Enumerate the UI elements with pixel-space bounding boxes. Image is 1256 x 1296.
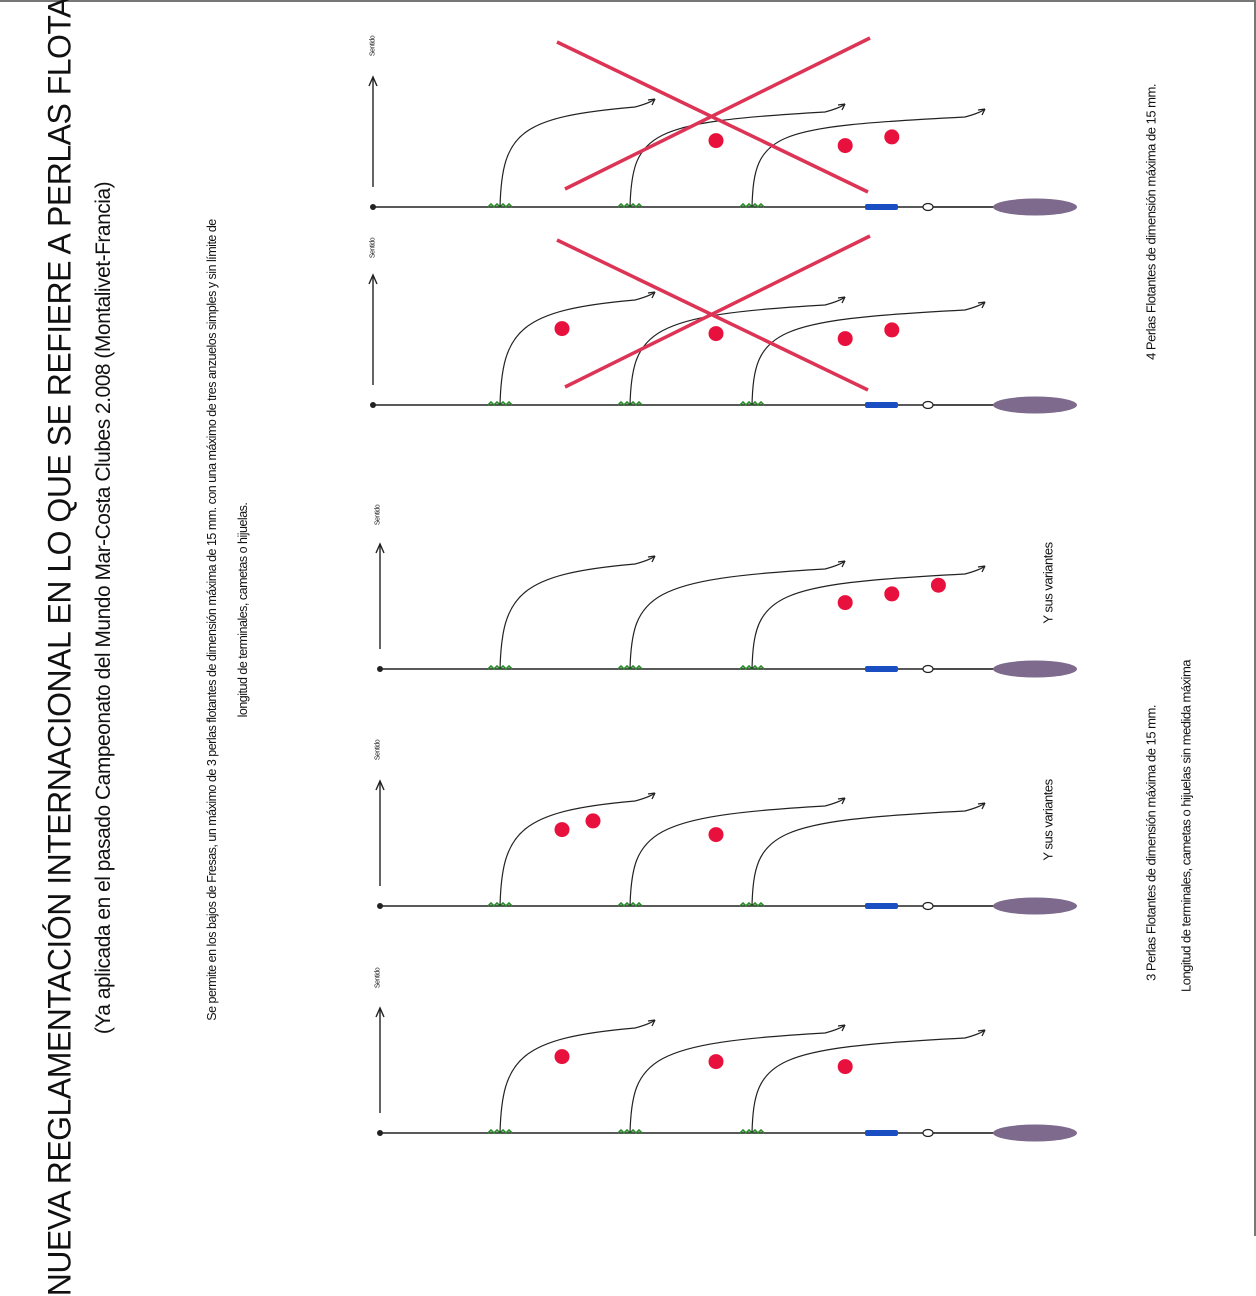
snood [499, 291, 656, 406]
note-three-pearls-line-2: Longitud de terminales, cametas o hijuel… [1178, 659, 1194, 993]
clip-ring [922, 901, 934, 911]
clip-ring [922, 664, 934, 674]
page-frame [0, 0, 1256, 1236]
snood [499, 792, 656, 907]
note-four-pearls: 4 Perlas Flotantes de dimensión máxima d… [1143, 84, 1159, 360]
hook [837, 560, 846, 568]
floating-pearl [930, 577, 946, 593]
hook [837, 797, 846, 805]
direction-label-rig-5: Sentido [374, 967, 382, 989]
floating-pearl [554, 1049, 570, 1065]
snood [629, 296, 846, 406]
hook [647, 555, 656, 563]
hook [837, 296, 846, 304]
clip-ring [922, 400, 934, 410]
prohibited-cross-line-b [564, 36, 871, 191]
line-end-knot [370, 204, 376, 210]
direction-arrow-head [375, 1006, 385, 1018]
sinker [993, 198, 1077, 216]
floating-pearl [884, 586, 900, 602]
floating-pearl [708, 133, 724, 149]
clip-ring [922, 1128, 934, 1138]
hook [977, 301, 986, 309]
snood [751, 301, 986, 406]
hook [647, 1019, 656, 1027]
hook [977, 108, 986, 116]
floating-pearl [837, 138, 853, 154]
hook [647, 792, 656, 800]
floating-pearl [837, 595, 853, 611]
floating-pearl [837, 331, 853, 347]
prohibited-cross-line-b [564, 234, 871, 389]
snood [751, 108, 986, 208]
direction-label-rig-2: Sentido [369, 237, 377, 259]
swivel [865, 903, 898, 909]
floating-pearl [585, 813, 601, 829]
snood [629, 103, 846, 208]
floating-pearl [554, 822, 570, 838]
swivel [865, 204, 898, 210]
line-end-knot [377, 1130, 383, 1136]
snood [751, 1029, 986, 1134]
swivel [865, 1130, 898, 1136]
hook [837, 1024, 846, 1032]
snood [751, 565, 986, 670]
hook [977, 802, 986, 810]
rule-text-line-1: Se permite en los bajos de Fresas, un má… [205, 219, 219, 1021]
floating-pearl [884, 129, 900, 145]
hook [977, 1029, 986, 1037]
sinker [993, 1124, 1077, 1142]
page-subtitle: (Ya aplicada en el pasado Campeonato del… [92, 181, 115, 1035]
direction-arrow-head [375, 779, 385, 791]
rule-text-line-2: longitud de terminales, cametas o hijuel… [236, 502, 250, 718]
direction-label-rig-1: Sentido [369, 35, 377, 57]
floating-pearl [884, 322, 900, 338]
snood [499, 98, 656, 208]
swivel [865, 666, 898, 672]
direction-arrow-head [375, 542, 385, 554]
hook [837, 103, 846, 111]
floating-pearl [708, 1054, 724, 1070]
direction-arrow-head [368, 75, 378, 87]
snood [499, 1019, 656, 1134]
floating-pearl [554, 321, 570, 337]
hook [977, 565, 986, 573]
sinker [993, 660, 1077, 678]
snood [629, 797, 846, 907]
snood [499, 555, 656, 670]
floating-pearl [708, 326, 724, 342]
rig-diagram [368, 36, 1077, 1142]
direction-label-rig-3: Sentido [374, 504, 382, 526]
direction-label-rig-4: Sentido [374, 739, 382, 761]
floating-pearl [837, 1059, 853, 1075]
line-end-knot [370, 402, 376, 408]
snood [629, 1024, 846, 1134]
snood [751, 802, 986, 907]
page-title: NUEVA REGLAMENTACIÓN INTERNACIONAL EN LO… [41, 0, 78, 1296]
swivel [865, 402, 898, 408]
sinker [993, 396, 1077, 414]
clip-ring [922, 202, 934, 212]
variants-label-rig-4: Y sus variantes [1040, 779, 1056, 861]
floating-pearl [708, 827, 724, 843]
snood [629, 560, 846, 670]
line-end-knot [377, 666, 383, 672]
sinker [993, 897, 1077, 915]
line-end-knot [377, 903, 383, 909]
direction-arrow-head [368, 273, 378, 285]
hook [647, 98, 656, 106]
hook [647, 291, 656, 299]
variants-label-rig-3: Y sus variantes [1040, 542, 1056, 624]
note-three-pearls-line-1: 3 Perlas Flotantes de dimensión máxima d… [1143, 705, 1159, 981]
